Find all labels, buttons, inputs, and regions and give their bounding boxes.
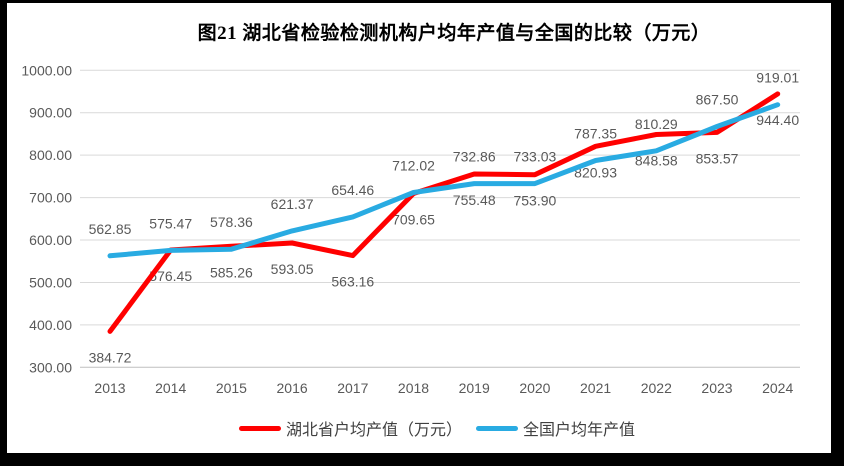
data-point-label: 787.35 bbox=[574, 126, 617, 142]
data-point-label: 867.50 bbox=[696, 92, 739, 108]
y-tick-label: 700.00 bbox=[29, 190, 72, 206]
y-tick-label: 600.00 bbox=[29, 232, 72, 248]
x-tick-label: 2018 bbox=[398, 380, 429, 396]
y-tick-label: 500.00 bbox=[29, 274, 72, 290]
data-point-label: 820.93 bbox=[574, 164, 617, 180]
data-point-label: 712.02 bbox=[392, 157, 435, 173]
x-tick-label: 2020 bbox=[519, 380, 550, 396]
x-tick-label: 2015 bbox=[216, 380, 247, 396]
data-point-label: 755.48 bbox=[453, 192, 496, 208]
data-point-label: 753.90 bbox=[513, 193, 556, 209]
data-point-label: 576.45 bbox=[149, 268, 192, 284]
data-point-label: 585.26 bbox=[210, 264, 253, 280]
x-tick-label: 2017 bbox=[337, 380, 368, 396]
y-tick-label: 400.00 bbox=[29, 317, 72, 333]
data-point-label: 709.65 bbox=[392, 211, 435, 227]
y-tick-label: 1000.00 bbox=[21, 62, 72, 78]
x-tick-label: 2019 bbox=[459, 380, 490, 396]
data-point-label: 384.72 bbox=[89, 349, 132, 365]
data-point-label: 733.03 bbox=[513, 149, 556, 165]
data-point-label: 732.86 bbox=[453, 149, 496, 165]
y-tick-label: 800.00 bbox=[29, 147, 72, 163]
data-point-label: 919.01 bbox=[756, 70, 799, 86]
data-point-label: 853.57 bbox=[696, 150, 739, 166]
line-chart-plot: 300.00 400.00 500.00 600.00 700.00 800.00 900.… bbox=[21, 62, 800, 396]
x-tick-label: 2014 bbox=[155, 380, 186, 396]
data-point-label: 944.40 bbox=[756, 112, 799, 128]
x-tick-label: 2024 bbox=[762, 380, 793, 396]
chart-title: 图21 湖北省检验检测机构户均年产值与全国的比较（万元） bbox=[197, 23, 711, 44]
legend-item-national: 全国户均年产值 bbox=[476, 416, 635, 440]
data-point-label: 654.46 bbox=[331, 182, 374, 198]
y-tick-label: 900.00 bbox=[29, 105, 72, 121]
data-point-label: 563.16 bbox=[331, 274, 374, 290]
hubei-series-swatch bbox=[238, 425, 281, 431]
data-point-label: 848.58 bbox=[635, 153, 678, 169]
legend-label-hubei: 湖北省户均产值（万元） bbox=[285, 422, 462, 439]
data-point-label: 621.37 bbox=[271, 196, 314, 212]
data-point-label: 562.85 bbox=[89, 221, 132, 237]
data-point-label: 575.47 bbox=[149, 215, 192, 231]
national-series-swatch bbox=[476, 425, 518, 431]
x-tick-label: 2023 bbox=[701, 380, 732, 396]
legend-item-hubei: 湖北省户均产值（万元） bbox=[238, 416, 462, 440]
data-point-label: 810.29 bbox=[635, 116, 678, 132]
legend-label-national: 全国户均年产值 bbox=[523, 422, 636, 439]
x-tick-label: 2021 bbox=[580, 380, 611, 396]
data-point-label: 593.05 bbox=[271, 261, 314, 277]
x-tick-label: 2022 bbox=[641, 380, 672, 396]
x-tick-label: 2013 bbox=[94, 380, 125, 396]
y-tick-label: 300.00 bbox=[29, 359, 72, 375]
x-tick-label: 2016 bbox=[277, 380, 308, 396]
chart-legend: 湖北省户均产值（万元） 全国户均年产值 bbox=[7, 416, 831, 440]
data-point-label: 578.36 bbox=[210, 214, 253, 230]
national-series-line bbox=[107, 102, 781, 259]
